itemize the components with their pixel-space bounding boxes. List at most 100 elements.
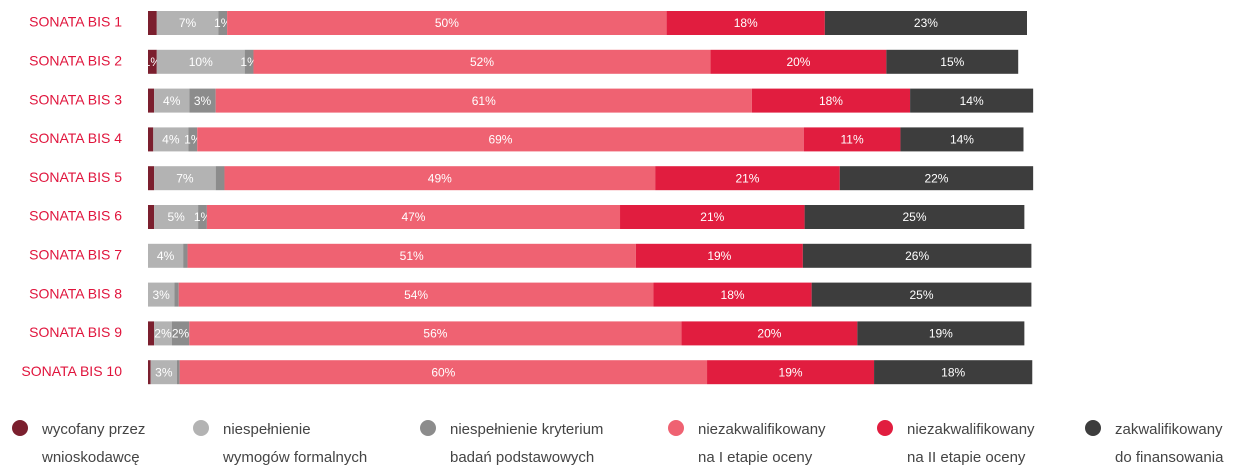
value-label: 11% [841,133,864,147]
bar-segment [154,166,216,191]
value-label: 23% [914,16,938,30]
bar-segment [751,88,911,113]
legend-label: niezakwalifikowany na II etapie oceny [907,421,1035,466]
bar-segment [224,166,656,191]
legend-swatch [668,420,684,436]
legend-swatch [193,420,209,436]
value-label: 54% [404,288,428,302]
bar-segment [802,243,1032,268]
bar-segment [177,360,180,385]
bar-segment [171,321,190,346]
bar-segment [178,282,654,307]
bar-segment [681,321,858,346]
value-label: 14% [960,94,984,108]
bar-segment [148,360,151,385]
legend-label: wycofany przez wnioskodawcę [42,421,146,466]
value-label: 61% [472,94,496,108]
bar-segment [148,282,175,307]
legend-swatch [1085,420,1101,436]
value-label: 51% [400,249,424,263]
value-label: 4% [163,94,181,108]
bar-segment [910,88,1034,113]
category-label: SONATA BIS 3 [29,91,122,107]
value-label: 19% [779,365,803,379]
bar-segment [156,49,245,74]
value-label: 2% [172,327,190,341]
value-label: 22% [924,171,948,185]
bar-segment [148,205,155,229]
bar-segment [148,243,184,268]
bar-segment [189,88,216,113]
bar-segment [148,321,155,346]
value-label: 18% [941,365,965,379]
legend-swatch [877,420,893,436]
bar-segment [148,11,157,35]
bar-segment [244,49,254,74]
value-label: 25% [902,210,926,224]
category-label: SONATA BIS 6 [29,208,122,224]
legend-item: niezakwalifikowany na II etapie oceny [877,416,1052,472]
value-label: 19% [929,327,953,341]
bar-segment [635,243,803,268]
legend-item: zakwalifikowany do finansowania [1085,416,1235,472]
value-label: 21% [735,171,759,185]
value-label: 52% [470,55,494,69]
bar-segment [150,360,178,385]
bar-segment [183,243,188,268]
bar-segment [148,166,155,191]
value-label: 4% [162,133,180,147]
bar-segment [154,321,172,346]
value-label: 56% [423,327,447,341]
bar-segment [188,127,198,152]
bar-segment [215,166,225,191]
legend-swatch [12,420,28,436]
bar-segment [886,49,1019,74]
bar-segment [824,11,1027,35]
bar-segment [197,127,804,152]
bar-segment [154,88,190,113]
value-label: 26% [905,249,929,263]
value-label: 7% [176,171,194,185]
bar-segment [174,282,179,307]
bar-segment [710,49,887,74]
value-label: 47% [401,210,425,224]
bar-segment [655,166,840,191]
value-label: 3% [153,288,171,302]
bar-segment [666,11,825,35]
bar-segment [900,127,1024,152]
legend-item: niezakwalifikowany na I etapie oceny [668,416,843,472]
value-label: 25% [910,288,934,302]
value-label: 18% [819,94,843,108]
bar-segment [803,127,901,152]
value-label: 50% [435,16,459,30]
value-label: 60% [431,365,455,379]
legend-label: zakwalifikowany do finansowania [1115,421,1224,466]
category-label: SONATA BIS 10 [21,363,122,379]
value-label: 3% [194,94,212,108]
category-label: SONATA BIS 8 [29,285,122,301]
category-label: SONATA BIS 1 [29,14,122,30]
bar-segment [707,360,875,385]
bar-segment [804,205,1025,229]
bar-segment [653,282,812,307]
legend-swatch [420,420,436,436]
value-label: 5% [167,210,185,224]
category-label: SONATA BIS 5 [29,169,122,185]
bar-segment [218,11,228,35]
value-label: 4% [157,249,175,263]
bar-segment [215,88,752,113]
bar-segment [198,205,207,229]
bar-segment [206,205,621,229]
bar-segment [153,127,189,152]
bar-segment [874,360,1033,385]
value-label: 3% [155,365,173,379]
legend-item: niespełnienie kryterium badań podstawowy… [420,416,625,472]
value-label: 10% [189,55,213,69]
bar-segment [253,49,711,74]
category-label: SONATA BIS 4 [29,130,122,146]
value-label: 2% [154,327,172,341]
value-label: 20% [786,55,810,69]
value-label: 69% [488,133,512,147]
chart: SONATA BIS 1 7% 1% 50% 18% 23%SONATA BIS 2 1% 1… [21,11,1034,385]
